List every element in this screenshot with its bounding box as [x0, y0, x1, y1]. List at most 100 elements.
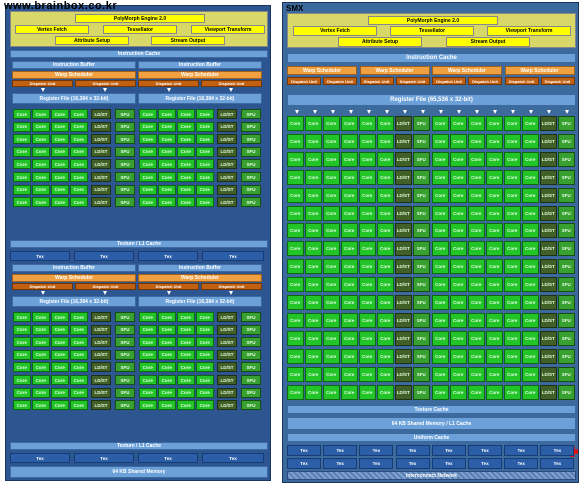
core-unit: Core — [32, 349, 50, 360]
core-unit: Core — [377, 205, 394, 221]
sfu-unit: SFU — [558, 384, 575, 400]
sfu-unit: SFU — [558, 116, 575, 131]
core-unit: Core — [196, 159, 214, 170]
ldst-unit: LD/ST — [217, 172, 237, 182]
core-unit: Core — [32, 134, 50, 145]
sfu-unit: SFU — [241, 146, 261, 157]
core-unit: Core — [32, 184, 50, 195]
ldst-unit: LD/ST — [540, 223, 557, 239]
ldst-unit: LD/ST — [395, 348, 412, 364]
core-unit: Core — [51, 134, 69, 145]
core-unit: Core — [158, 172, 176, 182]
core-unit: Core — [504, 259, 521, 275]
ldst-unit: LD/ST — [540, 205, 557, 221]
core-unit: Core — [287, 277, 304, 293]
shared-memory: 64 KB Shared Memory — [10, 466, 268, 478]
core-unit: Core — [504, 223, 521, 239]
core-unit: Core — [486, 187, 503, 203]
core-unit: Core — [139, 337, 157, 348]
interconnect-network: Interconnect Network — [287, 471, 576, 480]
core-unit: Core — [287, 205, 304, 221]
core-unit: Core — [70, 197, 88, 208]
core-unit: Core — [377, 384, 394, 400]
core-unit: Core — [359, 366, 376, 382]
dispatch-unit: Dispatch Unit — [323, 77, 357, 85]
core-unit: Core — [305, 187, 322, 203]
ldst-unit: LD/ST — [540, 295, 557, 310]
arrow-icon — [41, 88, 45, 92]
ldst-unit: LD/ST — [395, 223, 412, 239]
sfu-unit: SFU — [115, 172, 135, 182]
arrow-icon — [511, 110, 515, 114]
ldst-unit: LD/ST — [91, 349, 111, 360]
core-unit: Core — [305, 277, 322, 293]
core-unit: Core — [70, 312, 88, 322]
core-unit: Core — [377, 151, 394, 167]
core-unit: Core — [70, 337, 88, 348]
core-unit: Core — [486, 366, 503, 382]
core-unit: Core — [177, 197, 195, 208]
core-unit: Core — [504, 330, 521, 346]
core-unit: Core — [432, 312, 449, 328]
tex-unit: Tex — [540, 458, 575, 469]
core-unit: Core — [196, 312, 214, 322]
core-unit: Core — [305, 205, 322, 221]
core-unit: Core — [359, 133, 376, 149]
ldst-unit: LD/ST — [395, 277, 412, 293]
core-unit: Core — [196, 387, 214, 398]
ldst-unit: LD/ST — [217, 184, 237, 195]
dispatch-unit: Dispatch Unit — [12, 80, 73, 87]
core-unit: Core — [13, 134, 31, 145]
sfu-unit: SFU — [241, 312, 261, 322]
viewport-transform: Viewport Transform — [487, 26, 571, 36]
core-unit: Core — [196, 337, 214, 348]
core-unit: Core — [70, 387, 88, 398]
core-unit: Core — [359, 116, 376, 131]
core-unit: Core — [70, 146, 88, 157]
ldst-unit: LD/ST — [395, 295, 412, 310]
dispatch-unit: Dispatch Unit — [359, 77, 394, 85]
sfu-unit: SFU — [241, 362, 261, 373]
shared-memory-l1: 64 KB Shared Memory / L1 Cache — [287, 417, 576, 430]
core-unit: Core — [13, 197, 31, 208]
arrow-icon — [403, 110, 407, 114]
core-unit: Core — [522, 312, 539, 328]
sfu-unit: SFU — [115, 349, 135, 360]
ldst-unit: LD/ST — [91, 134, 111, 145]
core-unit: Core — [177, 375, 195, 385]
ldst-unit: LD/ST — [217, 109, 237, 119]
core-unit: Core — [139, 349, 157, 360]
core-unit: Core — [305, 366, 322, 382]
sfu-unit: SFU — [558, 169, 575, 185]
core-unit: Core — [139, 324, 157, 335]
attribute-setup: Attribute Setup — [55, 36, 129, 45]
core-unit: Core — [377, 295, 394, 310]
core-unit: Core — [196, 375, 214, 385]
core-unit: Core — [139, 121, 157, 132]
core-unit: Core — [341, 312, 358, 328]
sfu-unit: SFU — [413, 348, 430, 364]
arrow-icon — [167, 291, 171, 295]
arrow-icon — [457, 110, 461, 114]
core-unit: Core — [504, 384, 521, 400]
core-unit: Core — [323, 366, 340, 382]
arrow-icon — [367, 110, 371, 114]
core-unit: Core — [287, 348, 304, 364]
ldst-unit: LD/ST — [395, 259, 412, 275]
sfu-unit: SFU — [413, 384, 430, 400]
core-unit: Core — [450, 133, 467, 149]
ldst-unit: LD/ST — [217, 337, 237, 348]
ldst-unit: LD/ST — [91, 400, 111, 411]
tex-unit: Tex — [74, 453, 134, 463]
arrow-icon — [103, 291, 107, 295]
tex-unit: Tex — [202, 251, 264, 261]
arrow-icon — [331, 110, 335, 114]
core-unit: Core — [139, 375, 157, 385]
core-unit: Core — [287, 330, 304, 346]
polymorph-engine: PolyMorph Engine 2.0 Vertex Fetch Tessel… — [10, 11, 268, 47]
core-unit: Core — [196, 146, 214, 157]
ldst-unit: LD/ST — [395, 312, 412, 328]
core-unit: Core — [468, 330, 485, 346]
polymorph-title: PolyMorph Engine 2.0 — [368, 16, 498, 25]
core-unit: Core — [32, 362, 50, 373]
